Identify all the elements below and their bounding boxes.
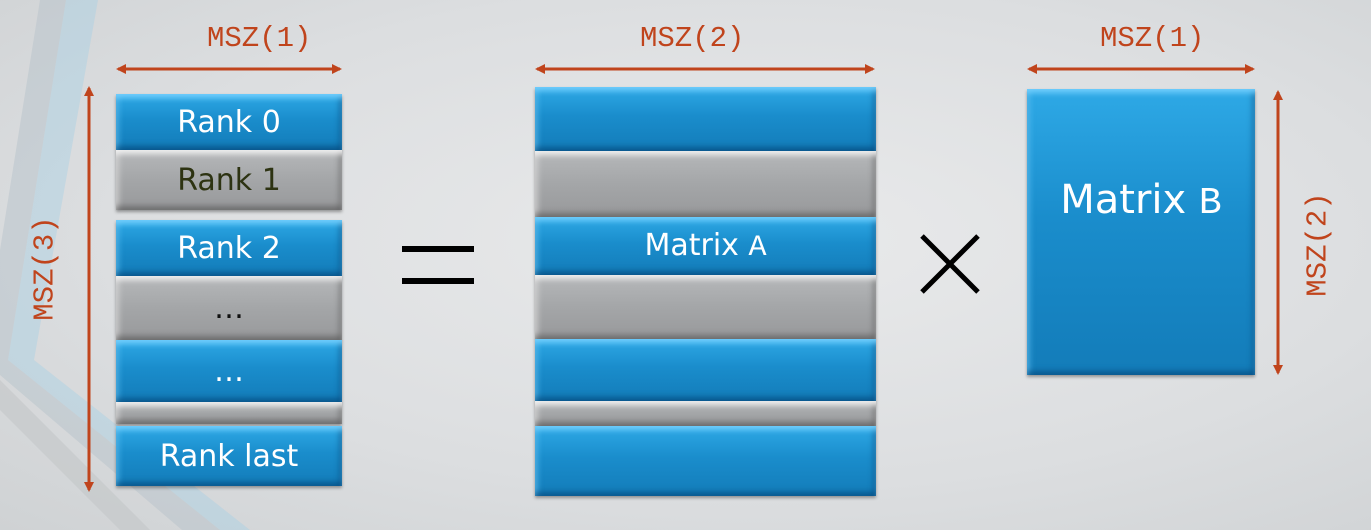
multiply-operator	[920, 234, 980, 294]
result-row-rank-1: Rank 1	[116, 150, 342, 210]
matrix-a-label: Matrix A	[644, 227, 767, 265]
matrix-a-stripe-5	[535, 339, 876, 401]
matrix-a-width-label: MSZ(2)	[640, 22, 745, 55]
result-row-ellipsis-1: …	[116, 276, 342, 340]
matrix-a-stripe-7	[535, 426, 876, 496]
matrix-a-stripe-2	[535, 151, 876, 217]
result-row-rank-0: Rank 0	[116, 94, 342, 150]
matrix-a-stripe-6	[535, 401, 876, 426]
matrix-a-stripe-3: Matrix A	[535, 217, 876, 275]
matrix-b: Matrix B	[1027, 89, 1255, 375]
matrix-a-stripe-4	[535, 275, 876, 339]
left-width-label: MSZ(1)	[207, 22, 312, 55]
result-row-ellipsis-2: …	[116, 340, 342, 402]
result-row-thin	[116, 402, 342, 424]
matrix-a-stripe-1	[535, 87, 876, 151]
result-row-rank-last: Rank last	[116, 426, 342, 486]
matrix-b-width-label: MSZ(1)	[1100, 22, 1205, 55]
result-row-rank-2: Rank 2	[116, 220, 342, 276]
equals-operator	[402, 246, 474, 284]
matrix-b-label: Matrix B	[1060, 177, 1222, 225]
